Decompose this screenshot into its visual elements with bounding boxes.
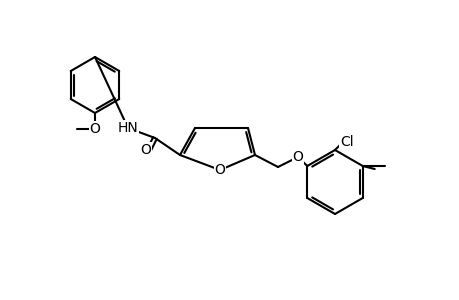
Text: O: O	[214, 163, 225, 177]
Text: O: O	[90, 122, 100, 136]
Text: HN: HN	[118, 121, 138, 135]
Text: O: O	[292, 150, 303, 164]
Text: O: O	[140, 143, 151, 157]
Text: Cl: Cl	[340, 135, 353, 149]
